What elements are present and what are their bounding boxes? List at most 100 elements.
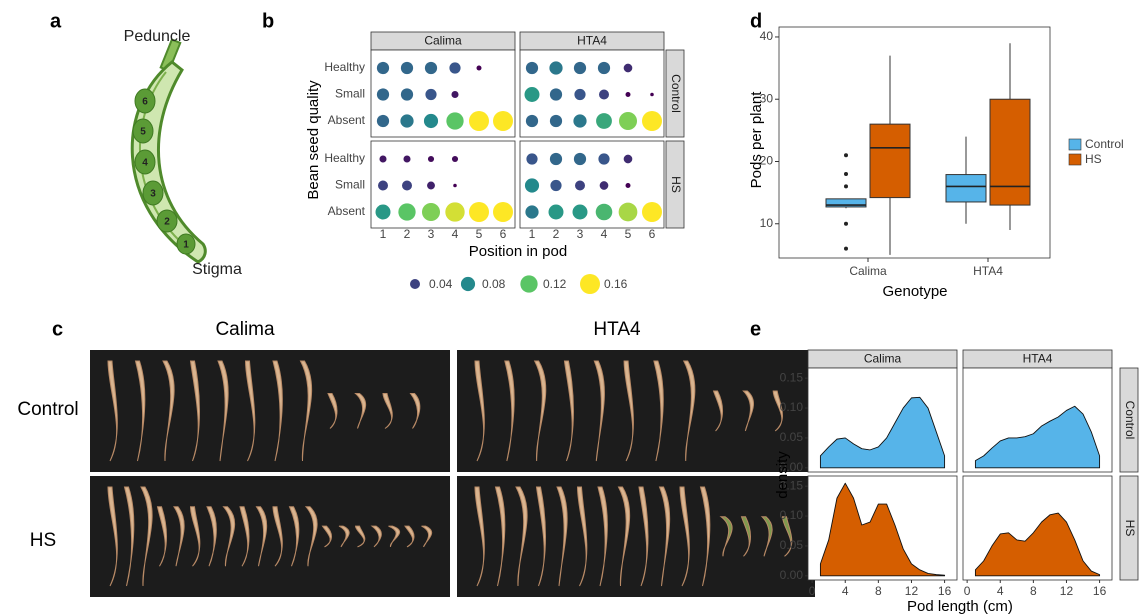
strip-label: Calima bbox=[864, 352, 902, 366]
pod bbox=[288, 506, 300, 567]
y-axis-title: density bbox=[774, 451, 791, 499]
dot bbox=[427, 155, 435, 163]
pod bbox=[699, 486, 711, 587]
dot bbox=[449, 62, 461, 74]
dot bbox=[526, 153, 538, 165]
dot bbox=[618, 111, 638, 131]
dot bbox=[421, 202, 441, 222]
dot bbox=[376, 88, 390, 101]
dot bbox=[574, 88, 586, 101]
pod bbox=[742, 390, 754, 432]
strip-label: Calima bbox=[424, 34, 462, 48]
x-tick-label: 12 bbox=[1060, 584, 1074, 598]
y-tick-label: 40 bbox=[760, 29, 774, 43]
x-tick-label: 6 bbox=[500, 227, 507, 241]
box bbox=[945, 174, 987, 203]
dot bbox=[424, 61, 438, 75]
legend-dot bbox=[520, 275, 538, 293]
diagram-label: Peduncle bbox=[124, 28, 191, 45]
dot bbox=[549, 61, 563, 75]
y-tick-label: 10 bbox=[760, 216, 774, 230]
seed bbox=[134, 149, 156, 175]
dot bbox=[595, 203, 613, 221]
dot bbox=[598, 153, 610, 165]
pod bbox=[504, 360, 515, 462]
pod bbox=[563, 360, 574, 462]
photo-grid bbox=[90, 350, 815, 597]
dot bbox=[573, 61, 587, 75]
y-tick-label: 0.10 bbox=[780, 508, 804, 522]
density-area bbox=[974, 512, 1101, 577]
dot bbox=[476, 65, 482, 71]
dot bbox=[572, 204, 588, 220]
pod bbox=[354, 393, 367, 429]
pod bbox=[682, 360, 696, 462]
x-tick-label: 4 bbox=[997, 584, 1004, 598]
pod bbox=[653, 360, 664, 462]
seed-number: 5 bbox=[140, 127, 146, 138]
x-tick-label: 2 bbox=[404, 227, 411, 241]
pod bbox=[404, 525, 415, 548]
pod bbox=[597, 486, 608, 587]
legend-dot bbox=[410, 279, 420, 289]
x-tick-label: 1 bbox=[529, 227, 536, 241]
pod bbox=[354, 525, 366, 548]
density-area bbox=[974, 405, 1101, 469]
panel-letter: e bbox=[750, 318, 761, 340]
pod bbox=[382, 393, 393, 429]
x-axis-title: Pod length (cm) bbox=[907, 598, 1013, 615]
x-tick-label: 4 bbox=[842, 584, 849, 598]
pod bbox=[533, 360, 547, 462]
legend-label: HS bbox=[1085, 152, 1102, 166]
dot bbox=[400, 61, 414, 75]
strip-label: Control bbox=[1123, 401, 1137, 440]
seed-number: 2 bbox=[164, 217, 170, 228]
seed bbox=[142, 180, 164, 206]
dot bbox=[402, 180, 412, 191]
dot bbox=[618, 202, 638, 222]
dot bbox=[451, 155, 459, 163]
dot bbox=[469, 202, 489, 222]
dot bbox=[642, 111, 662, 131]
pod bbox=[304, 506, 318, 567]
seed-number: 3 bbox=[150, 189, 156, 200]
pod bbox=[162, 360, 175, 462]
dot bbox=[524, 87, 540, 102]
pod bbox=[719, 516, 733, 557]
pod bbox=[189, 360, 200, 462]
x-tick-label: 4 bbox=[452, 227, 459, 241]
panel-letter: d bbox=[750, 10, 762, 32]
legend-key bbox=[1068, 138, 1082, 151]
pod bbox=[222, 506, 236, 567]
pod bbox=[244, 360, 256, 462]
strip-label: HS bbox=[669, 176, 683, 193]
y-tick-label: Healthy bbox=[324, 151, 365, 165]
legend-label: Control bbox=[1085, 137, 1124, 151]
x-tick-label: 8 bbox=[1030, 584, 1037, 598]
legend-label: 0.04 bbox=[429, 277, 453, 291]
photo-column-label: Calima bbox=[215, 319, 275, 340]
dot bbox=[623, 63, 633, 73]
x-tick-label: 3 bbox=[577, 227, 584, 241]
strip-label: Control bbox=[669, 74, 683, 113]
density-area bbox=[819, 396, 946, 469]
pod bbox=[140, 486, 153, 587]
dot bbox=[549, 88, 563, 101]
strip-label: HS bbox=[1123, 520, 1137, 537]
y-tick-label: 0.10 bbox=[780, 400, 804, 414]
dot bbox=[597, 61, 611, 75]
y-tick-label: 0.05 bbox=[780, 538, 804, 552]
legend-key bbox=[1068, 153, 1082, 166]
panel bbox=[370, 140, 516, 229]
photo-row-label: HS bbox=[30, 530, 56, 551]
dot bbox=[375, 204, 391, 220]
dot bbox=[596, 113, 612, 129]
x-tick-label: 6 bbox=[649, 227, 656, 241]
legend-label: 0.12 bbox=[543, 277, 567, 291]
dot bbox=[378, 180, 388, 191]
diagram-label: Stigma bbox=[192, 261, 242, 278]
dot bbox=[599, 89, 609, 100]
y-tick-label: 0.15 bbox=[780, 370, 804, 384]
pod bbox=[156, 506, 167, 567]
pod bbox=[712, 390, 724, 432]
